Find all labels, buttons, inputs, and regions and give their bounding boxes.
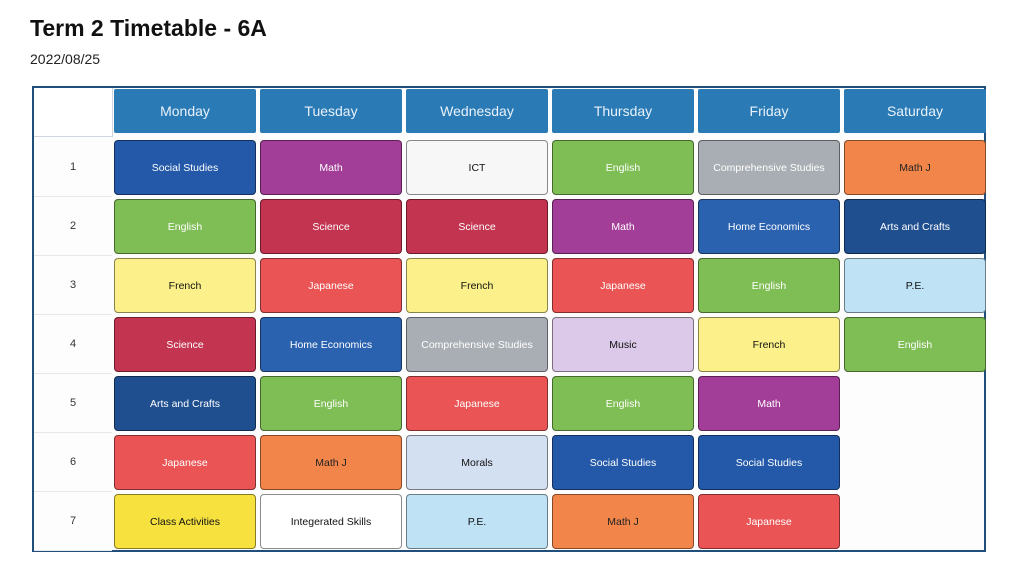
lesson-cell: Japanese	[406, 376, 548, 431]
lesson-cell: Music	[552, 317, 694, 372]
lesson-cell: Math J	[844, 140, 986, 195]
period-label-7: 7	[34, 492, 112, 551]
lesson-cell: Social Studies	[698, 435, 840, 490]
period-label-6: 6	[34, 433, 112, 492]
lesson-cell: Comprehensive Studies	[406, 317, 548, 372]
lesson-cell: Home Economics	[698, 199, 840, 254]
day-header-friday: Friday	[698, 89, 840, 133]
lesson-cell: Japanese	[260, 258, 402, 313]
lesson-cell: Arts and Crafts	[114, 376, 256, 431]
lesson-cell: Social Studies	[114, 140, 256, 195]
lesson-cell: Science	[114, 317, 256, 372]
date-label: 2022/08/25	[30, 51, 101, 67]
lesson-cell: English	[552, 376, 694, 431]
lesson-cell: Integerated Skills	[260, 494, 402, 549]
lesson-cell: Comprehensive Studies	[698, 140, 840, 195]
lesson-cell: Math	[260, 140, 402, 195]
period-label-3: 3	[34, 256, 112, 315]
lesson-cell: Japanese	[552, 258, 694, 313]
timetable-grid: Monday Tuesday Wednesday Thursday Friday Satu…	[32, 86, 986, 552]
lesson-cell: Home Economics	[260, 317, 402, 372]
lesson-cell: Class Activities	[114, 494, 256, 549]
lesson-cell: Japanese	[698, 494, 840, 549]
period-label-5: 5	[34, 374, 112, 433]
lesson-cell: ICT	[406, 140, 548, 195]
lesson-cell: Social Studies	[552, 435, 694, 490]
lesson-cell: English	[698, 258, 840, 313]
lesson-cell: Math	[552, 199, 694, 254]
lesson-cell: Math J	[552, 494, 694, 549]
lesson-cell: English	[114, 199, 256, 254]
lesson-cell: English	[552, 140, 694, 195]
page-title: Term 2 Timetable - 6A	[30, 15, 267, 41]
day-header-wednesday: Wednesday	[406, 89, 548, 133]
day-header-saturday: Saturday	[844, 89, 986, 133]
period-label-2: 2	[34, 197, 112, 256]
lesson-cell: French	[406, 258, 548, 313]
lesson-cell: Science	[260, 199, 402, 254]
day-header-monday: Monday	[114, 89, 256, 133]
lesson-cell: English	[844, 317, 986, 372]
lesson-cell: P.E.	[406, 494, 548, 549]
lesson-cell: French	[114, 258, 256, 313]
day-header-thursday: Thursday	[552, 89, 694, 133]
corner-cell	[34, 88, 113, 137]
lesson-cell: Japanese	[114, 435, 256, 490]
lesson-cell: English	[260, 376, 402, 431]
lesson-cell: Arts and Crafts	[844, 199, 986, 254]
lesson-cell: Science	[406, 199, 548, 254]
day-header-tuesday: Tuesday	[260, 89, 402, 133]
lesson-cell: French	[698, 317, 840, 372]
lesson-cell: Math J	[260, 435, 402, 490]
lesson-cell: Morals	[406, 435, 548, 490]
period-label-4: 4	[34, 315, 112, 374]
lesson-cell: Math	[698, 376, 840, 431]
lesson-cell: P.E.	[844, 258, 986, 313]
period-label-1: 1	[34, 138, 112, 197]
